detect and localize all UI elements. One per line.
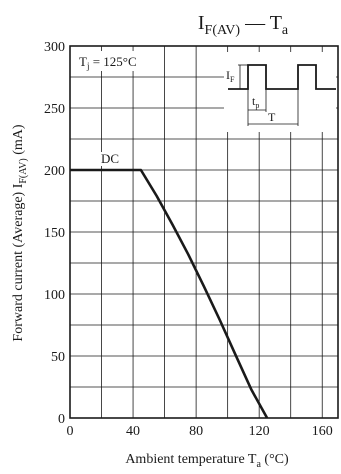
y-tick-label: 50 [51, 350, 65, 365]
series-label-dc: DC [101, 151, 119, 166]
y-tick-label: 150 [44, 226, 65, 241]
x-tick-label: 160 [312, 424, 333, 439]
chart-title: IF(AV) — Ta [198, 12, 289, 38]
condition-symbol: T [79, 54, 87, 69]
x-axis-label-text: Ambient temperature T [125, 452, 257, 467]
inset-if-subscript: F [230, 75, 235, 84]
title-temperature-symbol: T [270, 12, 282, 34]
inset-background [224, 52, 336, 132]
y-axis-label-unit: (mA) [11, 124, 26, 158]
y-axis-label: Forward current (Average) IF(AV) (mA) [11, 124, 29, 341]
y-tick-label: 300 [44, 40, 65, 55]
inset-tp-subscript: p [255, 101, 259, 110]
x-axis-label: Ambient temperature Ta (°C) [125, 452, 289, 470]
x-axis-label-unit: (°C) [261, 452, 289, 467]
y-axis-label-text: Forward current (Average) I [11, 183, 26, 341]
title-dash: — [240, 12, 270, 34]
x-tick-label: 40 [126, 424, 140, 439]
title-temperature-subscript: a [282, 23, 289, 38]
title-current-symbol: I [198, 12, 205, 34]
condition-value: = 125°C [89, 54, 136, 69]
inset-t-label: T [268, 110, 276, 124]
title-current-subscript: F(AV) [205, 23, 241, 38]
x-tick-label: 120 [249, 424, 270, 439]
x-tick-label: 80 [189, 424, 203, 439]
x-tick-label: 0 [67, 424, 74, 439]
y-tick-label: 200 [44, 164, 65, 179]
y-tick-label: 250 [44, 102, 65, 117]
pulse-waveform-inset: IF tp T [224, 52, 336, 132]
y-tick-label: 0 [58, 412, 65, 427]
y-tick-label: 100 [44, 288, 65, 303]
y-axis-label-subscript: F(AV) [18, 158, 29, 183]
